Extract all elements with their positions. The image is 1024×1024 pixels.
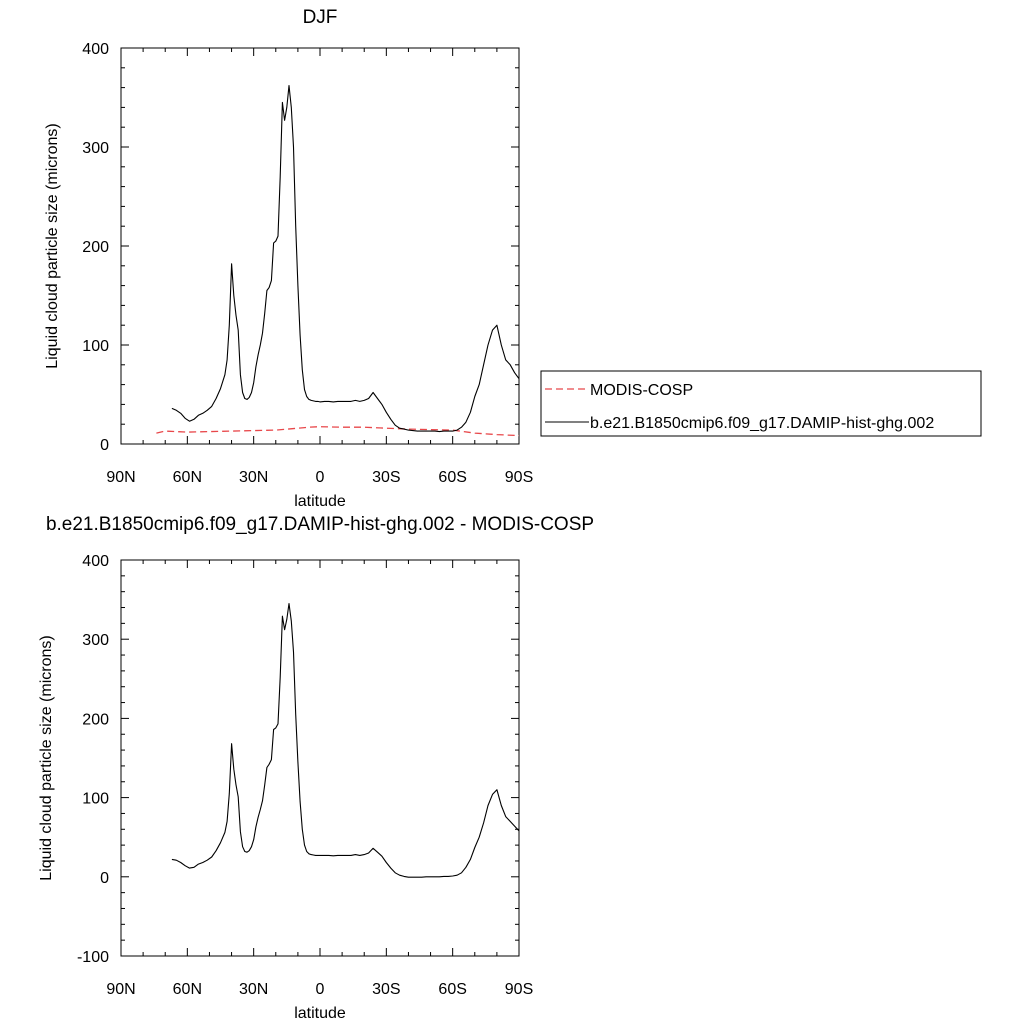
bottom-chart-x-ticks: 90N 60N 30N 0 30S 60S 90S bbox=[106, 560, 533, 998]
x-tick-label: 90S bbox=[505, 469, 533, 486]
bottom-chart-title: b.e21.B1850cmip6.f09_g17.DAMIP-hist-ghg.… bbox=[46, 514, 594, 535]
top-chart-plot-frame bbox=[120, 47, 520, 445]
top-chart-series bbox=[156, 85, 520, 437]
top-chart-y-axis-label: Liquid cloud particle size (microns) bbox=[44, 123, 61, 368]
legend-frame bbox=[540, 370, 982, 437]
x-tick-label: 60S bbox=[438, 981, 466, 998]
y-tick-label: 400 bbox=[82, 553, 109, 570]
top-chart-title: DJF bbox=[303, 7, 338, 28]
top-chart-x-ticks: 90N 60N 30N 0 30S 60S 90S bbox=[106, 48, 533, 486]
y-tick-label: 100 bbox=[82, 791, 109, 808]
bottom-chart-plot-frame bbox=[120, 559, 520, 957]
y-tick-label: 300 bbox=[82, 632, 109, 649]
y-tick-label: -100 bbox=[77, 949, 109, 966]
bottom-chart: b.e21.B1850cmip6.f09_g17.DAMIP-hist-ghg.… bbox=[38, 514, 594, 1022]
series-line-model bbox=[171, 85, 520, 433]
x-tick-label: 0 bbox=[316, 469, 325, 486]
top-chart: DJF 0 100 200 300 400 90N 60N 30N 0 30S 60S 90S la… bbox=[44, 7, 533, 510]
x-tick-label: 60S bbox=[438, 469, 466, 486]
x-tick-label: 60N bbox=[173, 469, 202, 486]
chart-legend: MODIS-COSP b.e21.B1850cmip6.f09_g17.DAMI… bbox=[540, 370, 982, 437]
x-tick-label: 30N bbox=[239, 981, 268, 998]
x-tick-label: 30N bbox=[239, 469, 268, 486]
x-tick-label: 0 bbox=[316, 981, 325, 998]
y-tick-label: 200 bbox=[82, 711, 109, 728]
y-tick-label: 0 bbox=[100, 870, 109, 887]
top-chart-x-axis-label: latitude bbox=[294, 493, 346, 510]
series-line-model bbox=[171, 603, 520, 878]
bottom-chart-y-ticks: -100 0 100 200 300 400 bbox=[77, 553, 519, 966]
top-chart-y-ticks: 0 100 200 300 400 bbox=[82, 41, 519, 454]
bottom-chart-y-axis-label: Liquid cloud particle size (microns) bbox=[38, 635, 55, 880]
x-tick-label: 90N bbox=[106, 469, 135, 486]
y-tick-label: 100 bbox=[82, 338, 109, 355]
x-tick-label: 90N bbox=[106, 981, 135, 998]
x-tick-label: 30S bbox=[372, 469, 400, 486]
x-tick-label: 90S bbox=[505, 981, 533, 998]
bottom-chart-series bbox=[171, 603, 520, 878]
x-tick-label: 60N bbox=[173, 981, 202, 998]
bottom-chart-x-axis-label: latitude bbox=[294, 1005, 346, 1022]
y-tick-label: 400 bbox=[82, 41, 109, 58]
legend-entry-model: b.e21.B1850cmip6.f09_g17.DAMIP-hist-ghg.… bbox=[590, 415, 934, 432]
x-tick-label: 30S bbox=[372, 981, 400, 998]
series-line-modis-cosp bbox=[156, 426, 520, 437]
y-tick-label: 200 bbox=[82, 239, 109, 256]
legend-entry-modis-cosp: MODIS-COSP bbox=[590, 382, 693, 399]
y-tick-label: 300 bbox=[82, 140, 109, 157]
y-tick-label: 0 bbox=[100, 437, 109, 454]
